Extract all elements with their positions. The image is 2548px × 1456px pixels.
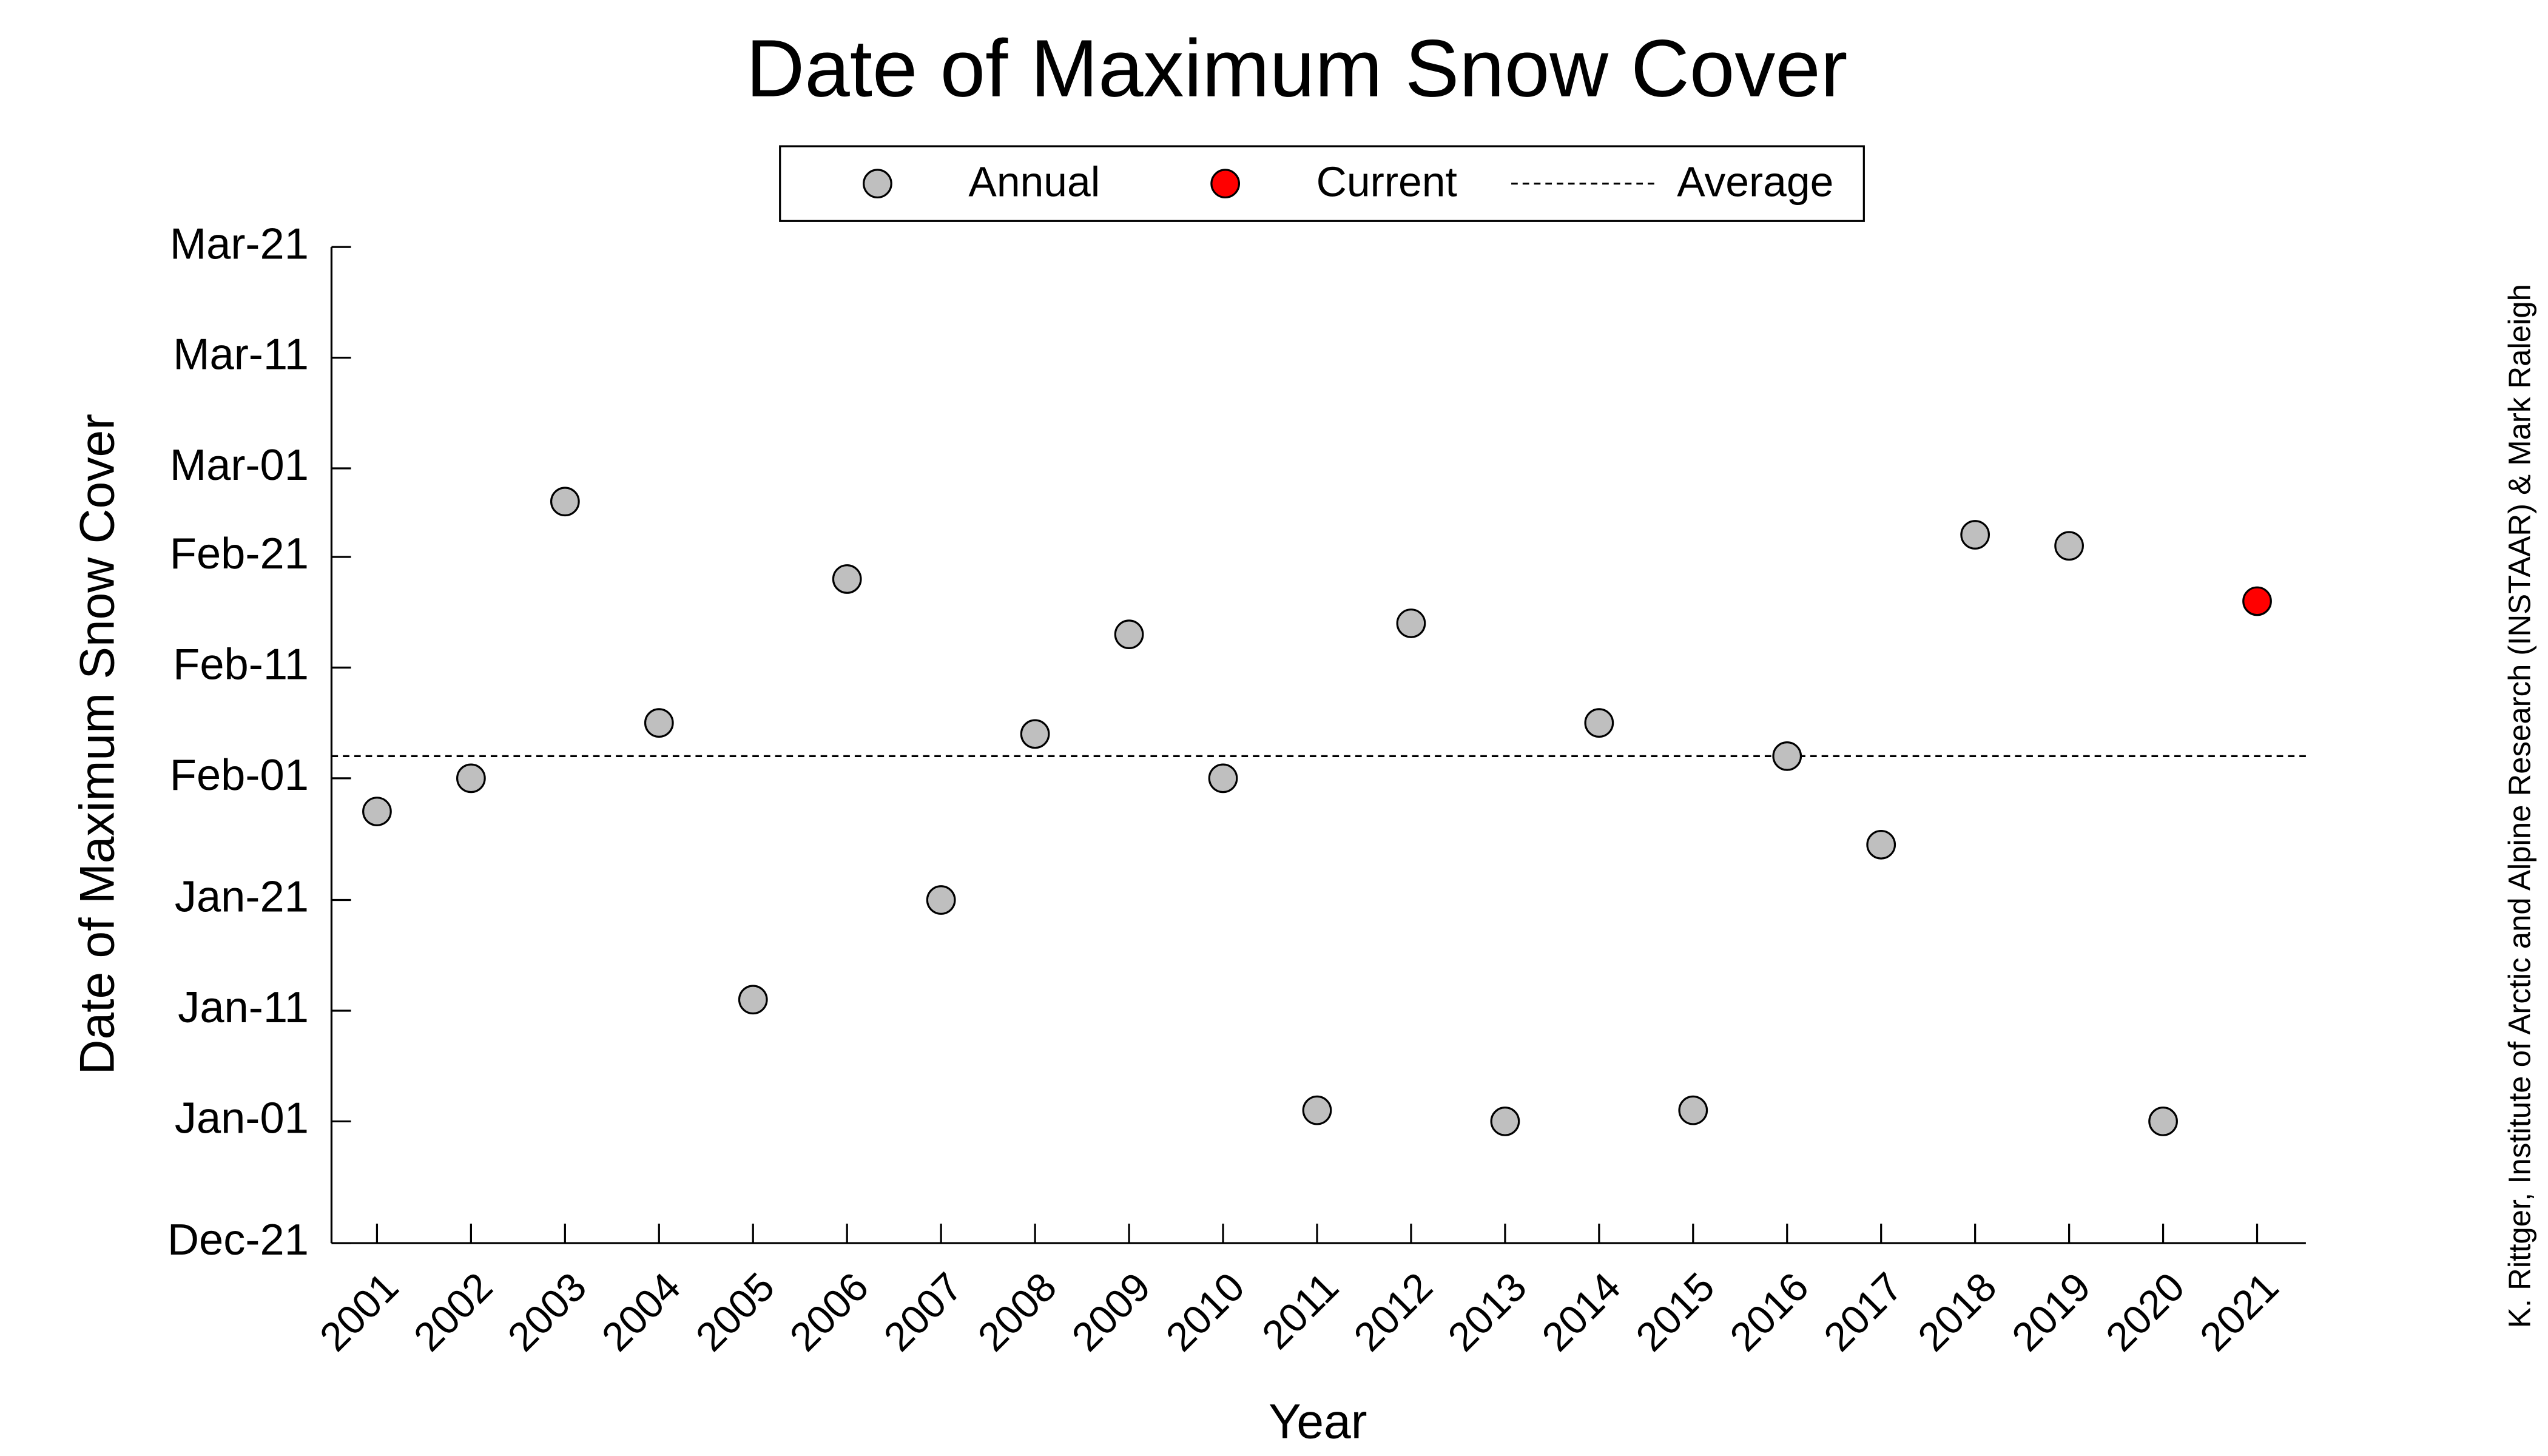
y-tick-label: Jan-11 (178, 983, 309, 1032)
data-point (1678, 1095, 1708, 1125)
chart-title: Date of Maximum Snow Cover (746, 24, 1848, 114)
legend-box (779, 145, 1865, 222)
data-point (1772, 741, 1802, 771)
data-point (832, 564, 862, 594)
y-tick-label: Feb-01 (170, 751, 309, 800)
data-point (926, 885, 956, 915)
y-tick-label: Mar-11 (173, 331, 309, 379)
y-tick-label: Dec-21 (167, 1216, 309, 1264)
y-tick-label: Mar-01 (170, 441, 309, 490)
data-point (456, 763, 486, 794)
data-point (1114, 619, 1144, 650)
data-point (1396, 608, 1426, 638)
data-point (2054, 531, 2085, 561)
legend-marker (1210, 169, 1241, 199)
data-point (1960, 520, 1990, 550)
legend-label: Current (1316, 158, 1457, 206)
data-point (1584, 708, 1614, 738)
data-point (1302, 1095, 1332, 1125)
data-point (644, 708, 674, 738)
data-point (362, 797, 392, 826)
y-tick-label: Mar-21 (170, 220, 309, 268)
y-axis-label: Date of Maximum Snow Cover (70, 414, 124, 1074)
credit: K. Rittger, Institute of Arctic and Alpi… (2502, 284, 2537, 1328)
legend-marker (863, 169, 892, 199)
data-point (738, 985, 768, 1015)
data-point (550, 487, 580, 517)
y-tick-label: Jan-21 (175, 873, 309, 922)
y-tick-label: Feb-11 (173, 641, 309, 689)
legend-label: Annual (968, 158, 1100, 206)
x-axis-label: Year (1269, 1394, 1367, 1449)
data-point (2242, 586, 2272, 616)
data-point (1020, 719, 1050, 749)
y-tick-label: Feb-21 (170, 530, 309, 578)
data-point (1208, 763, 1238, 794)
data-point (1866, 829, 1896, 860)
data-point (2148, 1107, 2178, 1136)
y-tick-label: Jan-01 (175, 1094, 309, 1143)
data-point (1490, 1107, 1520, 1136)
legend-label: Average (1677, 158, 1833, 206)
